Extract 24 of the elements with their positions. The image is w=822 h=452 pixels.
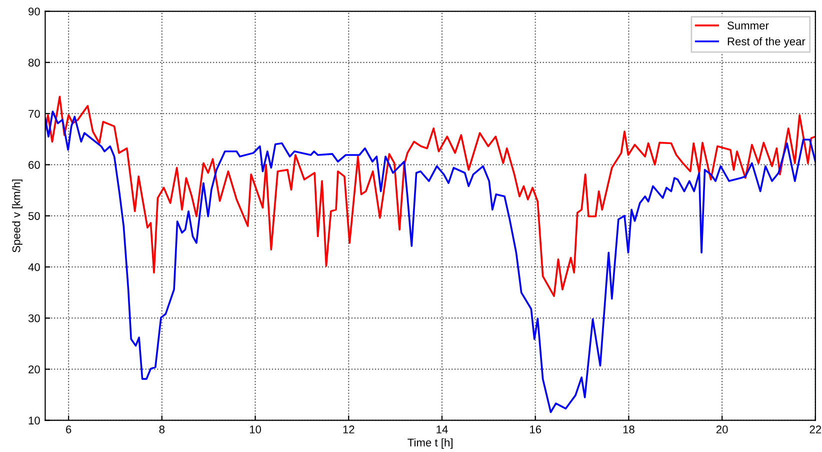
x-tick-label: 20 (716, 426, 728, 434)
y-tick-label: 10 (28, 416, 40, 424)
y-tick-label: 90 (28, 8, 40, 16)
y-tick-label: 80 (28, 58, 40, 67)
y-tick-label: 60 (28, 160, 40, 169)
x-tick-label: 18 (623, 426, 634, 434)
line-series (45, 96, 816, 298)
y-tick-label: 30 (28, 314, 40, 322)
y-tick-label: 40 (28, 263, 40, 272)
x-tick-label: 6 (66, 426, 72, 434)
x-tick-label: 14 (436, 426, 448, 434)
y-tick-label: 20 (28, 365, 40, 374)
x-tick-label: 16 (530, 426, 542, 434)
x-tick-label: 22 (810, 426, 822, 434)
line-series (45, 110, 816, 414)
x-tick-label: 10 (250, 426, 262, 434)
x-tick-label: 8 (159, 426, 165, 434)
x-tick-label: 12 (343, 426, 354, 434)
y-axis-title: Speed v [km/h] (12, 180, 22, 252)
x-axis-title: Time t [h] (408, 438, 452, 449)
legend-label: Rest of the year (728, 37, 806, 48)
legend-label: Summer (728, 22, 769, 30)
y-tick-label: 50 (28, 212, 40, 220)
y-tick-label: 70 (28, 110, 40, 118)
